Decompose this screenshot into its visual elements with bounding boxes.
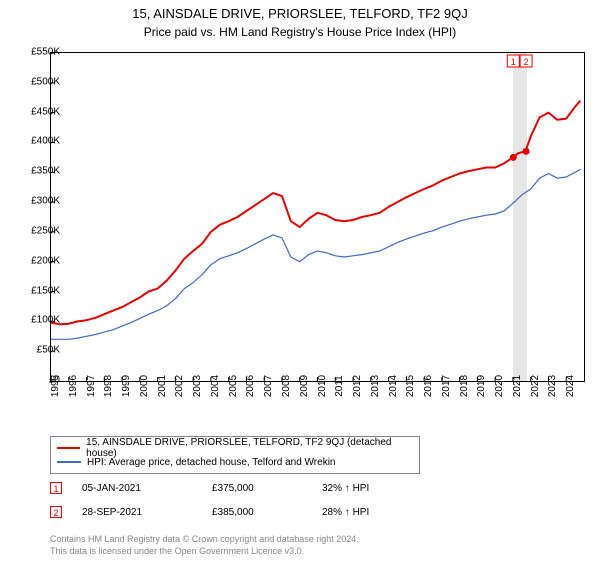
x-tick-label: 2003 <box>192 375 203 397</box>
y-tick-label: £250K <box>31 225 60 236</box>
plot-svg: 12 <box>51 53 584 381</box>
x-tick-label: 2005 <box>228 375 239 397</box>
x-tick-label: 2023 <box>547 375 558 397</box>
x-tick-label: 2015 <box>405 375 416 397</box>
x-tick-label: 2011 <box>334 375 345 397</box>
sale-row-2: 2 28-SEP-2021 £385,000 28% ↑ HPI <box>50 506 550 518</box>
y-tick-label: £350K <box>31 166 60 177</box>
x-tick-label: 2013 <box>370 375 381 397</box>
sale-row-1: 1 05-JAN-2021 £375,000 32% ↑ HPI <box>50 482 550 494</box>
x-tick-label: 2010 <box>317 375 328 397</box>
x-tick-label: 2016 <box>423 375 434 397</box>
x-tick-label: 2018 <box>459 375 470 397</box>
x-tick-label: 2000 <box>139 375 150 397</box>
x-tick-label: 2002 <box>174 375 185 397</box>
legend-swatch-hpi <box>57 461 81 463</box>
x-tick-label: 1999 <box>121 375 132 397</box>
chart-container: 15, AINSDALE DRIVE, PRIORSLEE, TELFORD, … <box>0 6 600 566</box>
legend: 15, AINSDALE DRIVE, PRIORSLEE, TELFORD, … <box>50 436 420 474</box>
x-tick-label: 2022 <box>530 375 541 397</box>
footer: Contains HM Land Registry data © Crown c… <box>50 534 359 557</box>
legend-swatch-property <box>57 447 80 449</box>
y-tick-label: £300K <box>31 196 60 207</box>
x-tick-label: 2007 <box>263 375 274 397</box>
x-tick-label: 1997 <box>86 375 97 397</box>
footer-line-1: Contains HM Land Registry data © Crown c… <box>50 534 359 546</box>
svg-text:2: 2 <box>524 57 529 67</box>
x-tick-label: 2021 <box>512 375 523 397</box>
sale-price-2: £385,000 <box>212 507 322 518</box>
x-tick-label: 2024 <box>565 375 576 397</box>
y-tick-label: £450K <box>31 106 60 117</box>
x-tick-label: 2019 <box>476 375 487 397</box>
x-tick-label: 2012 <box>352 375 363 397</box>
sale-marker-1: 1 <box>50 482 62 494</box>
x-tick-label: 2020 <box>494 375 505 397</box>
y-tick-label: £500K <box>31 76 60 87</box>
y-tick-label: £550K <box>31 47 60 58</box>
x-tick-label: 2004 <box>210 375 221 397</box>
svg-text:1: 1 <box>511 57 516 67</box>
x-tick-label: 2009 <box>299 375 310 397</box>
y-tick-label: £50K <box>37 345 60 356</box>
plot-area: 12 <box>50 52 585 382</box>
legend-label-hpi: HPI: Average price, detached house, Telf… <box>87 457 336 468</box>
chart-title: 15, AINSDALE DRIVE, PRIORSLEE, TELFORD, … <box>0 6 600 21</box>
sale-change-2: 28% ↑ HPI <box>322 507 369 518</box>
y-tick-label: £100K <box>31 315 60 326</box>
sale-marker-2: 2 <box>50 506 62 518</box>
x-tick-label: 1995 <box>50 375 61 397</box>
footer-line-2: This data is licensed under the Open Gov… <box>50 546 359 558</box>
y-tick-label: £400K <box>31 136 60 147</box>
chart-subtitle: Price paid vs. HM Land Registry's House … <box>0 25 600 39</box>
sale-date-2: 28-SEP-2021 <box>82 507 212 518</box>
x-tick-label: 2001 <box>157 375 168 397</box>
legend-row-property: 15, AINSDALE DRIVE, PRIORSLEE, TELFORD, … <box>57 441 413 455</box>
x-tick-label: 2006 <box>245 375 256 397</box>
x-tick-label: 1998 <box>103 375 114 397</box>
sale-change-1: 32% ↑ HPI <box>322 483 369 494</box>
sale-price-1: £375,000 <box>212 483 322 494</box>
x-tick-label: 2008 <box>281 375 292 397</box>
y-tick-label: £200K <box>31 255 60 266</box>
x-tick-label: 1996 <box>68 375 79 397</box>
y-tick-label: £150K <box>31 285 60 296</box>
x-tick-label: 2017 <box>441 375 452 397</box>
sale-date-1: 05-JAN-2021 <box>82 483 212 494</box>
x-tick-label: 2014 <box>388 375 399 397</box>
